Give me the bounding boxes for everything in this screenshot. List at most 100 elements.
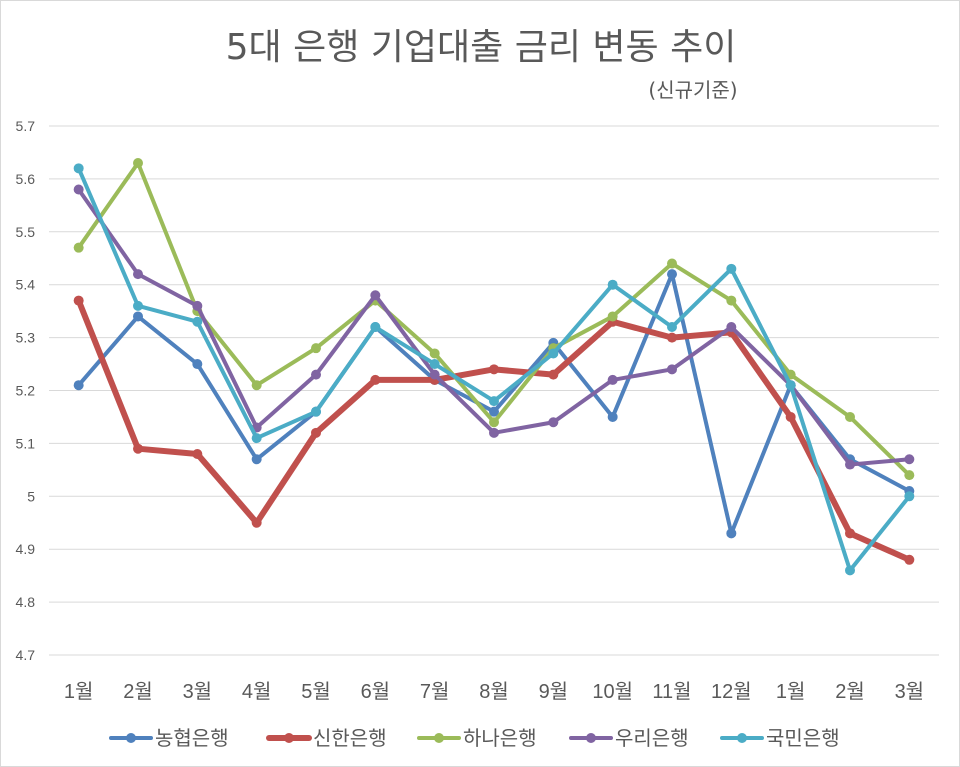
chart-title: 5대 은행 기업대출 금리 변동 추이	[226, 27, 737, 68]
data-point	[489, 396, 499, 407]
data-point	[133, 269, 143, 280]
data-point	[251, 380, 262, 391]
data-point	[667, 269, 677, 280]
data-point	[845, 459, 855, 470]
data-point	[133, 311, 143, 322]
y-tick-label: 4.7	[16, 647, 36, 663]
data-point	[607, 374, 618, 385]
data-point	[73, 163, 84, 174]
data-point	[845, 528, 855, 539]
data-point	[904, 491, 915, 502]
data-point	[429, 348, 440, 359]
data-point	[489, 417, 499, 428]
data-point	[726, 263, 737, 274]
data-point	[607, 411, 618, 422]
data-point	[726, 528, 737, 539]
data-point	[133, 300, 143, 311]
y-tick-label: 5.1	[16, 435, 36, 451]
series-group	[73, 184, 915, 470]
data-point	[133, 443, 143, 454]
gridlines	[49, 125, 939, 656]
y-tick-label: 5.4	[16, 277, 36, 293]
y-tick-label: 5.6	[16, 171, 36, 187]
legend-label: 하나은행	[463, 726, 537, 750]
data-point	[489, 364, 499, 375]
data-point	[73, 295, 84, 306]
legend-item: 하나은행	[417, 726, 537, 750]
legend-item: 신한은행	[266, 726, 387, 750]
data-point	[311, 369, 321, 380]
y-tick-label: 5.7	[16, 118, 36, 134]
data-point	[429, 369, 440, 380]
legend-label: 신한은행	[313, 726, 387, 750]
series-lines	[73, 158, 915, 576]
x-tick-label: 6월	[361, 680, 391, 703]
data-point	[251, 517, 262, 528]
data-point	[845, 411, 855, 422]
data-point	[607, 311, 618, 322]
data-point	[489, 427, 499, 438]
data-point	[667, 364, 677, 375]
legend-label: 농협은행	[155, 726, 229, 750]
data-point	[311, 343, 321, 354]
data-point	[251, 454, 262, 465]
x-tick-label: 1월	[776, 680, 806, 703]
x-tick-label: 5월	[301, 680, 331, 703]
x-tick-label: 7월	[420, 680, 450, 703]
data-point	[192, 359, 203, 370]
series-group	[73, 295, 915, 565]
data-point	[904, 454, 915, 465]
legend-item: 농협은행	[109, 726, 229, 750]
data-point	[726, 295, 737, 306]
data-point	[904, 554, 915, 565]
chart-subtitle: (신규기준)	[648, 78, 737, 102]
legend-swatch-marker	[284, 733, 294, 743]
y-tick-label: 5.2	[16, 383, 36, 399]
data-point	[73, 380, 84, 391]
data-point	[311, 427, 321, 438]
x-tick-label: 1월	[64, 680, 94, 703]
y-tick-label: 5	[27, 488, 35, 504]
y-axis-ticks: 5.7 5.6 5.5 5.4 5.3 5.2 5.1 5 4.9 4.8 4.7	[16, 118, 36, 663]
x-tick-label: 3월	[183, 680, 213, 703]
legend-swatch-marker	[586, 733, 596, 743]
data-point	[785, 380, 796, 391]
x-tick-label: 10월	[592, 680, 633, 703]
legend-swatch-marker	[737, 733, 747, 743]
data-point	[548, 348, 559, 359]
data-point	[667, 332, 677, 343]
legend-item: 국민은행	[720, 726, 840, 750]
x-tick-label: 3월	[895, 680, 925, 703]
y-tick-label: 4.8	[16, 594, 36, 610]
y-tick-label: 5.3	[16, 330, 36, 346]
y-tick-label: 4.9	[16, 541, 36, 557]
data-point	[73, 242, 84, 253]
legend-label: 국민은행	[766, 726, 840, 750]
series-group	[73, 163, 915, 576]
data-point	[785, 411, 796, 422]
legend-item: 우리은행	[569, 726, 689, 750]
data-point	[548, 417, 559, 428]
data-point	[73, 184, 84, 195]
data-point	[192, 316, 203, 327]
data-point	[192, 448, 203, 459]
x-tick-label: 4월	[242, 680, 272, 703]
x-tick-label: 2월	[835, 680, 865, 703]
legend: 농협은행 신한은행 하나은행 우리은행 국민은행	[109, 726, 840, 750]
x-tick-label: 2월	[123, 680, 153, 703]
legend-swatch-marker	[126, 733, 136, 743]
legend-swatch-marker	[434, 733, 444, 743]
data-point	[311, 406, 321, 417]
data-point	[251, 433, 262, 444]
data-point	[726, 322, 737, 333]
data-point	[370, 322, 381, 333]
data-point	[845, 565, 855, 576]
x-tick-label: 12월	[711, 680, 752, 703]
data-point	[133, 158, 143, 169]
x-tick-label: 8월	[479, 680, 509, 703]
data-point	[548, 369, 559, 380]
data-point	[370, 290, 381, 301]
y-tick-label: 5.5	[16, 224, 36, 240]
